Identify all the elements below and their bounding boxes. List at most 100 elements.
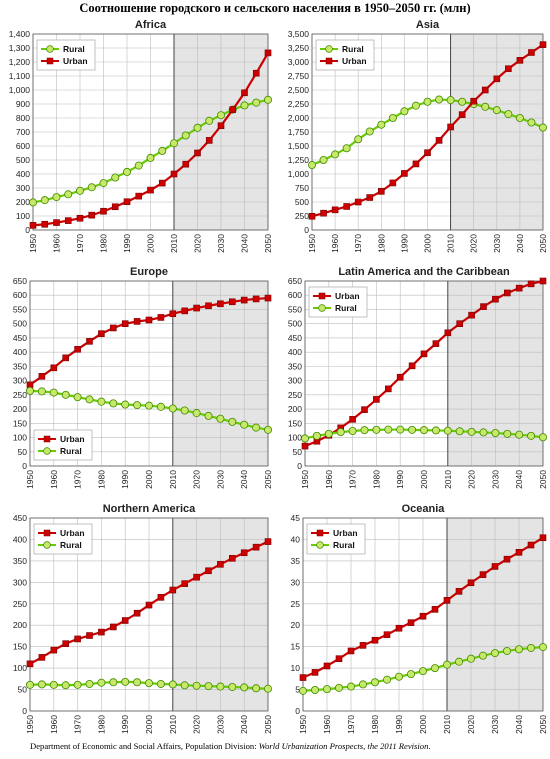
x-tick-label: 1970 bbox=[75, 234, 85, 253]
data-point-urban bbox=[123, 198, 131, 206]
x-tick-label: 2000 bbox=[146, 234, 156, 253]
data-point-urban bbox=[539, 534, 547, 542]
data-point-rural bbox=[348, 426, 357, 435]
y-tick-label: 400 bbox=[13, 347, 27, 357]
chart-svg: Latin America and the Caribbean 0 50 100 150… bbox=[288, 266, 548, 489]
data-point-urban bbox=[401, 170, 408, 177]
legend-marker-urban bbox=[325, 57, 333, 65]
data-point-rural bbox=[73, 680, 82, 689]
data-point-rural bbox=[204, 411, 213, 420]
x-tick-label: 1990 bbox=[395, 470, 405, 489]
data-point-rural bbox=[144, 679, 153, 688]
x-tick-label: 1980 bbox=[96, 715, 106, 734]
x-tick-label: 1980 bbox=[96, 470, 106, 489]
data-point-rural bbox=[123, 167, 132, 176]
data-point-urban bbox=[378, 188, 385, 195]
data-point-rural bbox=[49, 680, 58, 689]
data-point-rural bbox=[134, 161, 143, 170]
chart-title: Europe bbox=[130, 266, 168, 278]
chart-africa: Africa 0 100 200 300 400 500 600 700 800 900 1,000 1… bbox=[0, 16, 275, 261]
data-point-urban bbox=[366, 194, 374, 201]
data-point-urban bbox=[420, 350, 428, 358]
data-point-rural bbox=[156, 679, 165, 688]
y-tick-label: 40 bbox=[291, 534, 301, 544]
x-tick-label: 1980 bbox=[99, 234, 109, 253]
legend: Urban Rural bbox=[308, 286, 368, 318]
y-tick-label: 650 bbox=[288, 276, 302, 286]
y-tick-label: 3,250 bbox=[288, 43, 310, 53]
y-tick-label: 500 bbox=[295, 197, 309, 207]
legend-label-urban: Urban bbox=[333, 528, 358, 538]
legend-marker-rural bbox=[43, 447, 51, 455]
y-tick-label: 700 bbox=[16, 127, 30, 137]
data-point-urban bbox=[98, 330, 105, 337]
y-tick-label: 550 bbox=[13, 304, 27, 314]
x-tick-label: 1950 bbox=[25, 470, 35, 489]
data-point-urban bbox=[539, 277, 547, 285]
data-point-rural bbox=[252, 98, 261, 107]
data-point-urban bbox=[182, 160, 190, 168]
x-tick-label: 2010 bbox=[446, 234, 456, 253]
data-point-urban bbox=[493, 75, 501, 83]
data-point-urban bbox=[194, 149, 201, 157]
data-point-rural bbox=[300, 434, 309, 443]
data-point-urban bbox=[86, 632, 93, 639]
x-tick-label: 2040 bbox=[515, 234, 525, 253]
data-point-urban bbox=[335, 655, 343, 662]
data-point-rural bbox=[492, 106, 501, 115]
data-point-rural bbox=[109, 399, 118, 408]
data-point-rural bbox=[192, 681, 201, 690]
y-tick-label: 50 bbox=[18, 447, 28, 457]
data-point-rural bbox=[240, 683, 249, 692]
x-tick-label: 1950 bbox=[28, 234, 38, 253]
legend-label-rural: Rural bbox=[60, 446, 82, 456]
data-point-rural bbox=[515, 114, 524, 123]
data-point-urban bbox=[331, 206, 339, 214]
data-point-urban bbox=[193, 304, 200, 312]
data-point-rural bbox=[395, 672, 404, 681]
legend: Rural Urban bbox=[315, 39, 375, 71]
data-point-urban bbox=[505, 65, 512, 73]
x-tick-label: 2020 bbox=[192, 470, 202, 489]
x-tick-label: 2030 bbox=[492, 234, 502, 253]
data-point-urban bbox=[354, 198, 362, 206]
y-tick-label: 800 bbox=[16, 113, 30, 123]
x-tick-label: 1950 bbox=[298, 715, 308, 734]
data-point-rural bbox=[181, 131, 190, 140]
x-tick-label: 1980 bbox=[376, 234, 386, 253]
legend-marker-urban bbox=[318, 292, 326, 300]
data-point-rural bbox=[308, 161, 317, 170]
data-point-rural bbox=[85, 395, 94, 404]
y-tick-label: 50 bbox=[293, 447, 303, 457]
y-tick-label: 2,750 bbox=[288, 71, 310, 81]
y-tick-label: 750 bbox=[295, 183, 309, 193]
chart-svg: Asia 0 250 500 750 1,000 1,250 1,500 1,750 2,000 2… bbox=[288, 19, 548, 253]
data-point-rural bbox=[365, 127, 374, 136]
data-point-rural bbox=[311, 685, 320, 694]
y-tick-label: 650 bbox=[13, 276, 27, 286]
data-point-urban bbox=[359, 642, 367, 649]
legend: Urban Rural bbox=[33, 523, 93, 555]
data-point-urban bbox=[50, 646, 58, 654]
x-tick-label: 1990 bbox=[120, 470, 130, 489]
y-tick-label: 0 bbox=[304, 225, 309, 235]
data-point-urban bbox=[479, 571, 487, 578]
x-tick-label: 2050 bbox=[538, 715, 548, 734]
data-point-rural bbox=[323, 685, 332, 694]
chart-svg: Africa 0 100 200 300 400 500 600 700 800 900 1,000 1… bbox=[9, 19, 273, 253]
data-point-rural bbox=[454, 657, 463, 666]
y-tick-label: 250 bbox=[295, 211, 309, 221]
data-point-urban bbox=[373, 396, 380, 403]
y-tick-label: 2,000 bbox=[288, 113, 310, 123]
data-point-rural bbox=[354, 135, 363, 144]
y-tick-label: 350 bbox=[288, 361, 302, 371]
source-suffix: . bbox=[428, 741, 431, 751]
data-point-urban bbox=[539, 41, 547, 48]
data-point-rural bbox=[205, 116, 214, 125]
data-point-rural bbox=[331, 150, 340, 159]
data-point-urban bbox=[98, 628, 105, 636]
data-point-rural bbox=[73, 393, 82, 402]
x-tick-label: 2020 bbox=[466, 715, 476, 734]
y-tick-label: 600 bbox=[13, 290, 27, 300]
data-point-urban bbox=[444, 329, 452, 337]
